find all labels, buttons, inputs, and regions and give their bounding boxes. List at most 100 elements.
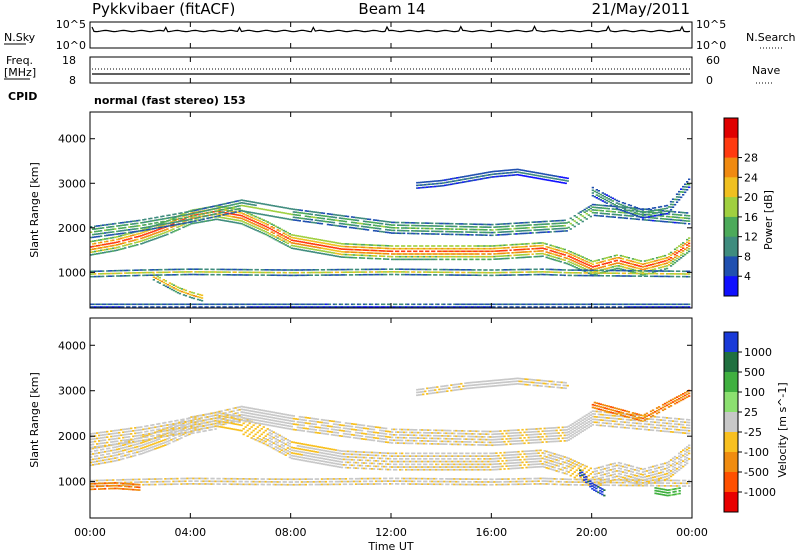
heatmap-cell [666, 221, 668, 223]
heatmap-cell [680, 273, 682, 275]
heatmap-cell [479, 226, 481, 228]
heatmap-cell [422, 181, 424, 183]
heatmap-cell [132, 228, 134, 230]
heatmap-cell [638, 262, 640, 264]
heatmap-cell [549, 180, 551, 182]
heatmap-cell [184, 274, 186, 276]
heatmap-cell [273, 274, 275, 276]
heatmap-cell [233, 212, 235, 214]
heatmap-cell [301, 239, 303, 241]
heatmap-cell [512, 174, 514, 176]
heatmap-cell [112, 234, 114, 236]
heatmap-cell [313, 217, 315, 219]
heatmap-cell [397, 274, 399, 276]
heatmap-cell [546, 221, 548, 223]
heatmap-cell [443, 272, 445, 274]
heatmap-cell [323, 215, 325, 217]
heatmap-cell [436, 183, 438, 185]
heatmap-cell [588, 259, 590, 261]
heatmap-cell [343, 221, 345, 223]
heatmap-cell [654, 263, 656, 265]
heatmap-cell [220, 212, 222, 214]
heatmap-cell [200, 216, 202, 218]
heatmap-cell [198, 209, 200, 211]
heatmap-cell [586, 213, 588, 215]
heatmap-cell [126, 454, 128, 456]
heatmap-cell [385, 224, 387, 226]
heatmap-cell [594, 275, 596, 277]
velocity-heatmap [90, 378, 690, 497]
heatmap-cell [560, 274, 562, 276]
heatmap-cell [596, 204, 598, 206]
heatmap-cell [148, 218, 150, 220]
heatmap-cell [429, 228, 431, 230]
heatmap-cell [561, 182, 563, 184]
heatmap-cell [100, 230, 102, 232]
heatmap-cell [271, 272, 273, 274]
heatmap-cell [674, 216, 676, 218]
heatmap-cell [309, 251, 311, 253]
heatmap-cell [315, 222, 317, 224]
heatmap-cell [351, 224, 353, 226]
heatmap-cell [154, 225, 156, 227]
heatmap-cell [108, 226, 110, 228]
heatmap-cell [98, 233, 100, 235]
heatmap-cell [483, 269, 485, 271]
heatmap-cell [124, 237, 126, 239]
heatmap-cell [471, 234, 473, 236]
heatmap-cell [371, 258, 373, 260]
heatmap-cell [672, 204, 674, 206]
heatmap-cell [688, 237, 690, 239]
heatmap-cell [277, 269, 279, 271]
heatmap-cell [359, 246, 361, 248]
heatmap-cell [190, 271, 192, 273]
heatmap-cell [389, 268, 391, 270]
heatmap-cell [273, 216, 275, 218]
heatmap-cell [279, 230, 281, 232]
heatmap-cell [642, 212, 644, 214]
heatmap-cell [515, 233, 517, 235]
heatmap-cell [670, 270, 672, 272]
heatmap-cell [640, 273, 642, 275]
heatmap-cell [580, 269, 582, 271]
heatmap-cell [227, 205, 229, 207]
heatmap-cell [307, 221, 309, 223]
heatmap-cell [355, 274, 357, 276]
heatmap-cell [511, 304, 513, 306]
heatmap-cell [405, 271, 407, 273]
heatmap-cell [257, 213, 259, 215]
heatmap-cell [126, 233, 128, 235]
heatmap-cell [343, 215, 345, 217]
heatmap-cell [118, 445, 120, 447]
heatmap-cell [469, 223, 471, 225]
heatmap-cell [118, 246, 120, 248]
heatmap-cell [648, 259, 650, 261]
heatmap-cell [479, 232, 481, 234]
heatmap-cell [545, 174, 547, 176]
heatmap-cell [128, 304, 130, 306]
heatmap-cell [437, 231, 439, 233]
nsky-tick-top: 10^5 [56, 18, 86, 31]
heatmap-cell [295, 219, 297, 221]
heatmap-cell [545, 179, 547, 181]
heatmap-cell [287, 237, 289, 239]
heatmap-cell [144, 242, 146, 244]
heatmap-cell [120, 243, 122, 245]
heatmap-cell [210, 271, 212, 273]
heatmap-cell [118, 273, 120, 275]
heatmap-cell [491, 248, 493, 250]
heatmap-cell [484, 175, 486, 177]
heatmap-cell [676, 270, 678, 272]
heatmap-cell [519, 274, 521, 276]
heatmap-cell [399, 224, 401, 226]
heatmap-cell [656, 209, 658, 211]
heatmap-cell [668, 259, 670, 261]
heatmap-cell [652, 207, 654, 209]
heatmap-cell [156, 269, 158, 271]
heatmap-cell [626, 265, 628, 267]
heatmap-cell [309, 304, 311, 306]
heatmap-cell [381, 255, 383, 257]
heatmap-cell [124, 239, 126, 241]
heatmap-cell [521, 304, 523, 306]
heatmap-cell [592, 190, 594, 192]
